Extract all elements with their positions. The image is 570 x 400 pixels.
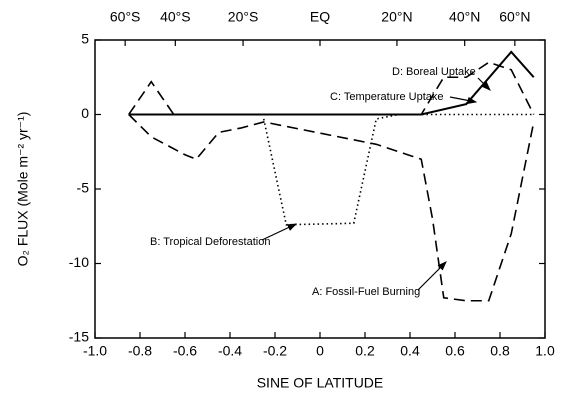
top-tick-label: 40°N	[449, 9, 480, 25]
y-tick-label: -15	[69, 329, 89, 345]
top-tick-label: 20°N	[381, 9, 412, 25]
y-tick-label: -10	[69, 254, 89, 270]
top-tick-label: 40°S	[160, 9, 191, 25]
x-axis-label: SINE OF LATITUDE	[257, 375, 384, 391]
x-tick-label: 0.6	[445, 343, 465, 359]
x-tick-label: 0.2	[355, 343, 375, 359]
x-tick-label: -0.4	[218, 343, 242, 359]
y-axis-label: O₂ FLUX (Mole m⁻² yr⁻¹)	[15, 112, 31, 267]
top-tick-label: 20°S	[228, 9, 259, 25]
x-tick-label: 0.4	[400, 343, 420, 359]
y-tick-label: -5	[77, 180, 90, 196]
x-tick-label: -0.6	[173, 343, 197, 359]
x-tick-label: -0.2	[263, 343, 287, 359]
series-line	[128, 113, 535, 302]
x-tick-label: 1.0	[535, 343, 555, 359]
annotation-arrow	[477, 77, 491, 91]
x-tick-label: -1.0	[83, 343, 107, 359]
annotation: D: Boreal Uptake	[392, 66, 476, 78]
annotation: B: Tropical Deforestation	[150, 236, 270, 248]
annotation: A: Fossil-Fuel Burning	[312, 286, 420, 298]
top-tick-label: EQ	[310, 9, 330, 25]
series-line	[128, 50, 535, 116]
annotation-arrow	[261, 223, 298, 241]
y-tick-label: 0	[81, 105, 89, 121]
y-tick-label: 5	[81, 31, 89, 47]
annotation-arrow	[449, 96, 478, 104]
series-line	[262, 113, 534, 226]
x-tick-label: -0.8	[128, 343, 152, 359]
top-tick-label: 60°N	[499, 9, 530, 25]
annotation-arrow	[417, 261, 447, 291]
series-line	[128, 61, 535, 116]
x-tick-label: 0	[316, 343, 324, 359]
top-tick-label: 60°S	[110, 9, 141, 25]
annotation: C: Temperature Uptake	[330, 91, 444, 103]
x-tick-label: 0.8	[490, 343, 510, 359]
